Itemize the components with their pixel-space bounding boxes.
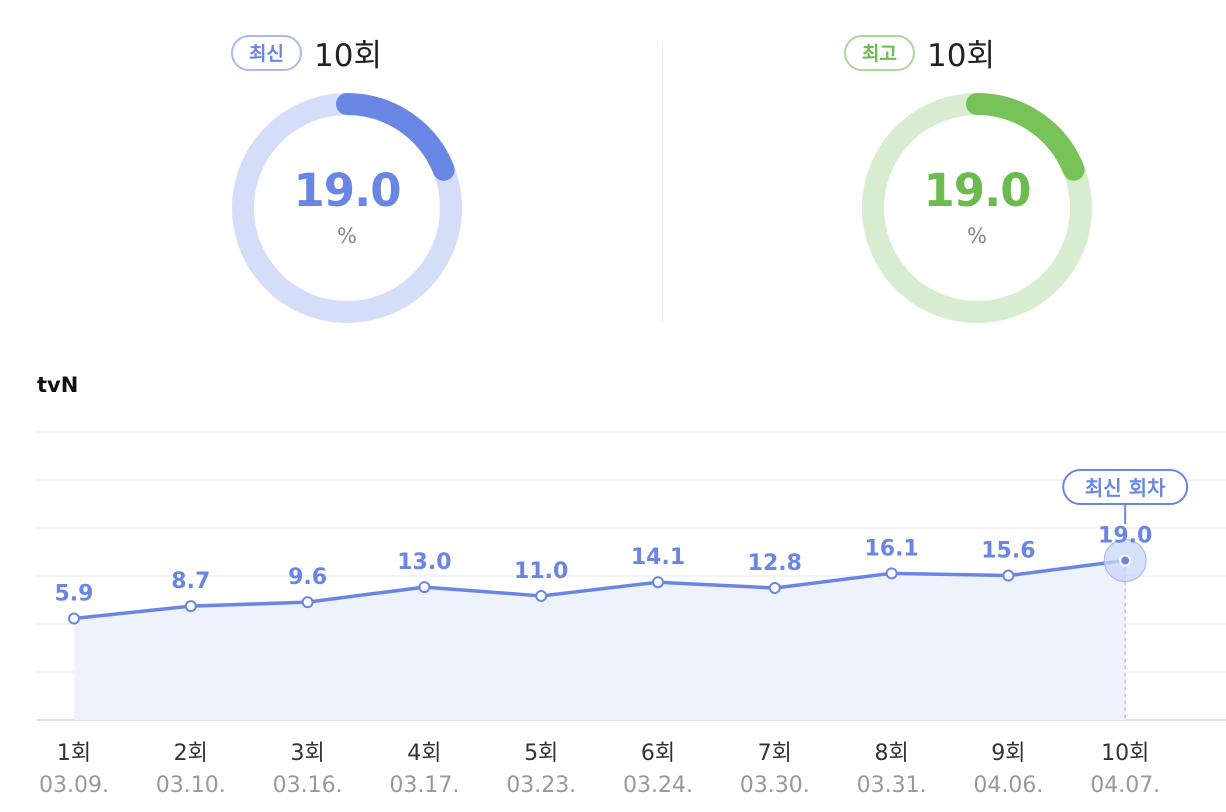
- data-label: 19.0: [1098, 523, 1152, 548]
- latest-donut-progress: [336, 93, 455, 181]
- data-label: 15.6: [981, 539, 1035, 564]
- latest-badge: 최신: [231, 34, 302, 71]
- data-point: [535, 589, 548, 602]
- x-tick-label: 7회: [758, 741, 792, 766]
- x-tick-date: 03.16.: [273, 773, 343, 798]
- x-tick-label: 4회: [407, 741, 441, 766]
- panel-divider: [662, 44, 663, 322]
- latest-episode-callout: [1062, 469, 1189, 505]
- series-area: [74, 560, 1126, 720]
- latest-episode-callout-label: 최신 회차: [1085, 476, 1166, 500]
- latest-donut-ring: [232, 93, 462, 323]
- data-label: 13.0: [397, 550, 451, 575]
- data-point: [768, 581, 781, 594]
- best-badge: 최고: [844, 34, 915, 71]
- data-label: 11.0: [514, 559, 568, 584]
- channel-label: tvN: [37, 373, 79, 397]
- latest-unit: %: [337, 224, 357, 248]
- x-tick-date: 03.10.: [156, 773, 226, 798]
- best-donut: 19.0 %: [861, 92, 1093, 324]
- latest-rating-panel: 최신 10회 19.0 %: [0, 0, 613, 340]
- x-tick-label: 10회: [1101, 741, 1149, 766]
- best-episode: 10회: [927, 38, 995, 74]
- latest-episode: 10회: [314, 38, 382, 74]
- x-tick-label: 9회: [991, 741, 1025, 766]
- x-tick-label: 3회: [290, 741, 324, 766]
- x-tick-date: 03.17.: [389, 773, 459, 798]
- x-tick-date: 03.23.: [506, 773, 576, 798]
- data-point: [1002, 569, 1015, 582]
- x-tick-date: 03.09.: [39, 773, 109, 798]
- data-point: [184, 600, 197, 613]
- data-label: 16.1: [864, 536, 918, 561]
- x-tick-date: 03.30.: [740, 773, 810, 798]
- data-point: [301, 596, 314, 609]
- x-tick-date: 04.06.: [973, 773, 1043, 798]
- data-label: 14.1: [631, 545, 685, 570]
- best-unit: %: [967, 224, 987, 248]
- data-label: 9.6: [288, 565, 327, 590]
- data-label: 8.7: [171, 569, 210, 594]
- latest-value: 19.0: [293, 164, 401, 217]
- data-point: [1119, 554, 1132, 567]
- best-rating-panel: 최고 10회 19.0 %: [613, 0, 1226, 340]
- x-tick-label: 2회: [174, 741, 208, 766]
- data-point: [418, 581, 431, 594]
- data-point: [68, 612, 80, 625]
- latest-donut: 19.0 %: [231, 92, 463, 324]
- x-tick-label: 1회: [57, 741, 91, 766]
- best-donut-ring: [862, 93, 1092, 323]
- ratings-chart: 5.9 1회 03.09. 8.7 2회 03.10. 9.6 3회 03.16. 13.0 4회 0…: [37, 431, 1226, 798]
- series-line: [73, 558, 1126, 621]
- data-point: [652, 576, 664, 589]
- latest-header: 최신 10회: [0, 30, 613, 75]
- best-header: 최고 10회: [613, 30, 1226, 75]
- x-tick-date: 04.07.: [1090, 773, 1160, 798]
- x-tick-date: 03.24.: [623, 773, 693, 798]
- x-tick-label: 8회: [874, 741, 908, 766]
- data-label: 5.9: [55, 582, 94, 607]
- best-value: 19.0: [923, 164, 1031, 217]
- x-tick-label: 5회: [524, 741, 558, 766]
- best-donut-progress: [966, 93, 1085, 181]
- data-point: [885, 567, 898, 580]
- data-label: 12.8: [748, 551, 802, 576]
- x-tick-date: 03.31.: [857, 773, 927, 798]
- x-tick-label: 6회: [641, 741, 675, 766]
